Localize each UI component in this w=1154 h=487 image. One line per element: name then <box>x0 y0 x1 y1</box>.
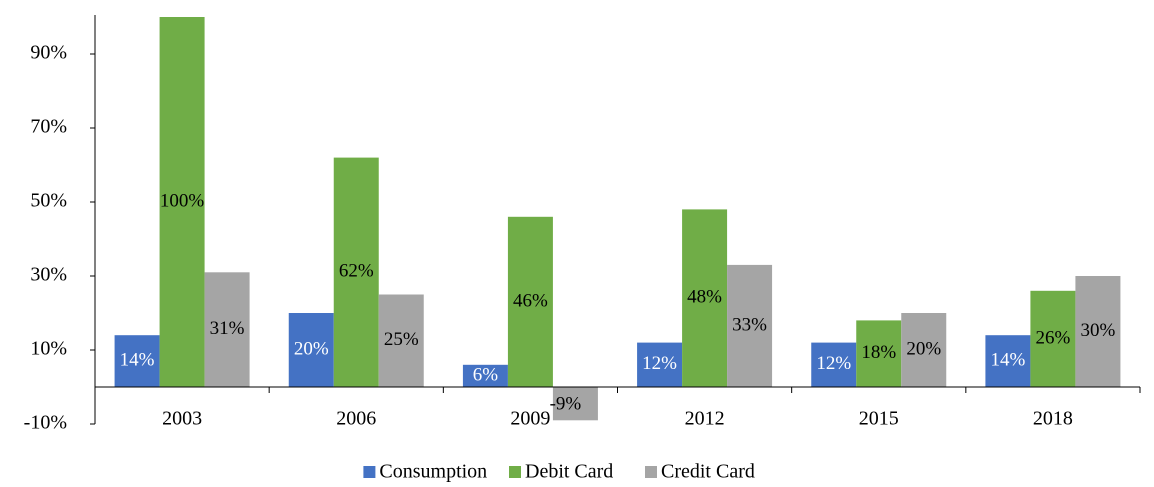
bar <box>682 209 728 387</box>
x-tick-label: 2015 <box>859 408 899 430</box>
y-tick-label: 50% <box>30 190 67 212</box>
legend-swatch <box>645 466 657 478</box>
data-label: 6% <box>473 364 499 385</box>
legend-label: Consumption <box>379 461 487 483</box>
legend-swatch <box>509 466 521 478</box>
data-label: 12% <box>642 353 677 374</box>
data-label: 14% <box>991 349 1026 370</box>
legend-swatch <box>363 466 376 478</box>
data-label: 26% <box>1036 327 1071 348</box>
bar <box>204 272 250 387</box>
x-tick-label: 2009 <box>510 408 550 430</box>
bar <box>985 335 1031 387</box>
bar <box>159 17 205 387</box>
data-label: 31% <box>210 318 245 339</box>
bar <box>114 335 160 387</box>
data-label: -9% <box>550 393 582 414</box>
x-tick-label: 2006 <box>336 408 376 430</box>
data-label: 18% <box>861 342 896 363</box>
bar <box>1075 276 1121 387</box>
data-label: 62% <box>339 261 374 282</box>
bar <box>856 320 902 387</box>
y-tick-label: 10% <box>30 338 67 360</box>
x-tick-label: 2012 <box>685 408 725 430</box>
bar <box>1030 290 1076 387</box>
data-label: 100% <box>160 190 205 211</box>
data-label: 12% <box>816 353 851 374</box>
data-label: 14% <box>120 349 155 370</box>
bar <box>333 157 379 387</box>
data-label: 25% <box>384 329 419 350</box>
y-tick-label: -10% <box>24 412 67 434</box>
x-tick-label: 2018 <box>1033 408 1073 430</box>
bar <box>462 364 508 387</box>
bar <box>288 313 334 387</box>
bar <box>637 342 683 387</box>
bar <box>552 387 598 421</box>
data-label: 20% <box>294 338 329 359</box>
bar <box>378 294 424 387</box>
legend-label: Credit Card <box>661 461 755 483</box>
bar <box>507 216 553 387</box>
data-label: 20% <box>906 338 941 359</box>
bar <box>727 264 773 387</box>
data-label: 30% <box>1081 320 1116 341</box>
bar <box>811 342 857 387</box>
y-tick-label: 70% <box>30 116 67 138</box>
y-tick-label: 30% <box>30 264 67 286</box>
data-label: 33% <box>732 314 767 335</box>
y-tick-label: 90% <box>30 42 67 64</box>
data-label: 46% <box>513 290 548 311</box>
data-label: 48% <box>687 287 722 308</box>
legend-label: Debit Card <box>525 461 613 483</box>
bar <box>901 313 947 387</box>
x-tick-label: 2003 <box>162 408 202 430</box>
